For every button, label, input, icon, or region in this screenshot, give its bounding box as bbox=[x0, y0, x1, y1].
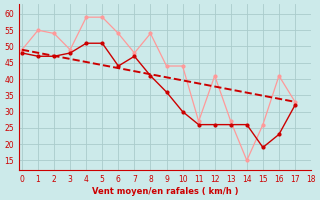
X-axis label: Vent moyen/en rafales ( km/h ): Vent moyen/en rafales ( km/h ) bbox=[92, 187, 238, 196]
